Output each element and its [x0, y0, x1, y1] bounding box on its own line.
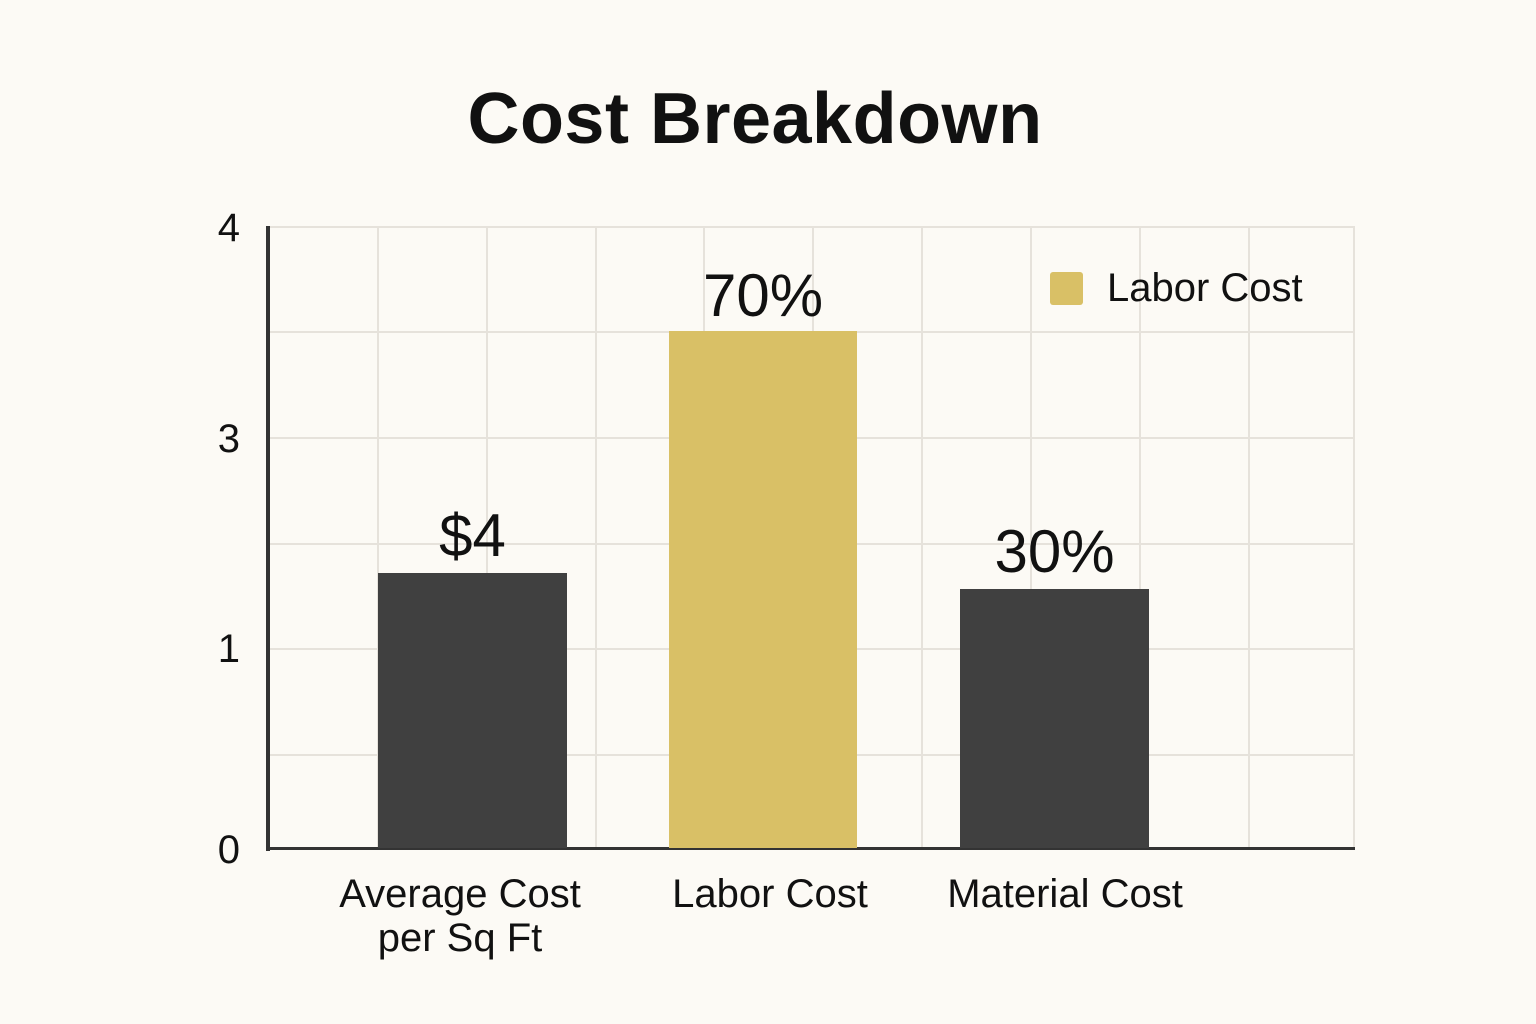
bar-value-label: $4	[439, 502, 506, 569]
x-category-label: Average Cost per Sq Ft	[300, 872, 620, 960]
legend: Labor Cost	[1050, 266, 1303, 311]
gridline	[377, 226, 379, 848]
x-category-line: per Sq Ft	[377, 916, 543, 960]
legend-swatch-icon	[1050, 272, 1083, 305]
x-category-line: Average Cost	[339, 872, 581, 916]
gridline	[1248, 226, 1250, 848]
gridline	[486, 226, 488, 848]
legend-label: Labor Cost	[1107, 266, 1303, 310]
bar-value-label: 30%	[994, 518, 1115, 585]
y-tick-label: 3	[217, 417, 240, 461]
y-tick-label: 1	[217, 627, 240, 671]
gridline	[1030, 226, 1032, 848]
bar-value-label: 70%	[702, 262, 824, 329]
x-category-label: Labor Cost	[672, 872, 868, 916]
gridline	[595, 226, 597, 848]
gridline	[1139, 226, 1141, 848]
y-axis	[266, 226, 270, 851]
y-tick-label: 4	[217, 206, 240, 250]
bar-material-cost	[960, 589, 1149, 848]
gridline	[921, 226, 923, 848]
y-tick-label: 0	[217, 828, 240, 872]
x-axis	[266, 847, 1355, 850]
bar-average-cost	[378, 573, 567, 848]
chart-title: Cost Breakdown	[467, 79, 1043, 159]
gridline	[1353, 226, 1355, 848]
bar-labor-cost	[669, 331, 857, 848]
x-category-label: Material Cost	[947, 872, 1183, 916]
